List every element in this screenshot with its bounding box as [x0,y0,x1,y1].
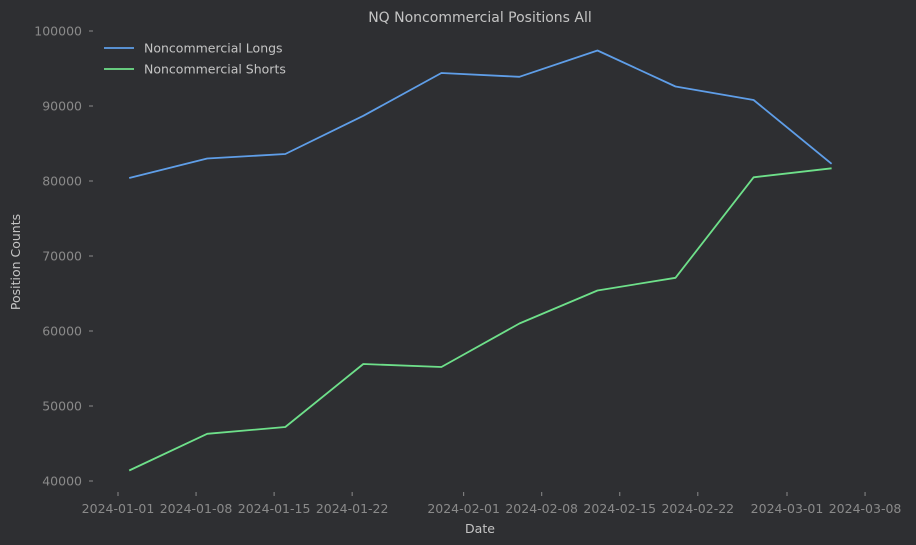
y-tick-label: 40000 [42,474,82,489]
x-tick-label: 2024-01-01 [82,501,155,516]
y-axis: 40000 50000 60000 70000 80000 90000 100000 [34,24,93,489]
y-tick-label: 80000 [42,174,82,189]
x-tick-label: 2024-01-15 [238,501,311,516]
legend: Noncommercial Longs Noncommercial Shorts [104,41,286,77]
x-tick-label: 2024-01-22 [316,501,389,516]
chart-title: NQ Noncommercial Positions All [368,10,592,26]
x-tick-label: 2024-03-01 [751,501,824,516]
y-tick-label: 70000 [42,249,82,264]
x-tick-label: 2024-02-01 [427,501,500,516]
legend-label: Noncommercial Shorts [144,62,286,77]
series-line-shorts [128,167,832,472]
plot-area [128,49,833,472]
legend-label: Noncommercial Longs [144,41,283,56]
y-tick-label: 90000 [42,99,82,114]
x-tick-label: 2024-02-22 [661,501,734,516]
series-line-longs [128,49,833,179]
y-axis-label: Position Counts [8,214,23,310]
x-tick-label: 2024-02-08 [505,501,578,516]
x-tick-label: 2024-03-08 [829,501,902,516]
legend-item: Noncommercial Shorts [104,62,286,77]
x-axis: 2024-01-01 2024-01-08 2024-01-15 2024-01-22… [82,492,902,516]
x-tick-label: 2024-02-15 [583,501,656,516]
legend-item: Noncommercial Longs [104,41,283,56]
x-tick-label: 2024-01-08 [160,501,233,516]
y-tick-label: 100000 [34,24,82,39]
y-tick-label: 50000 [42,399,82,414]
y-tick-label: 60000 [42,324,82,339]
x-axis-label: Date [465,521,495,536]
